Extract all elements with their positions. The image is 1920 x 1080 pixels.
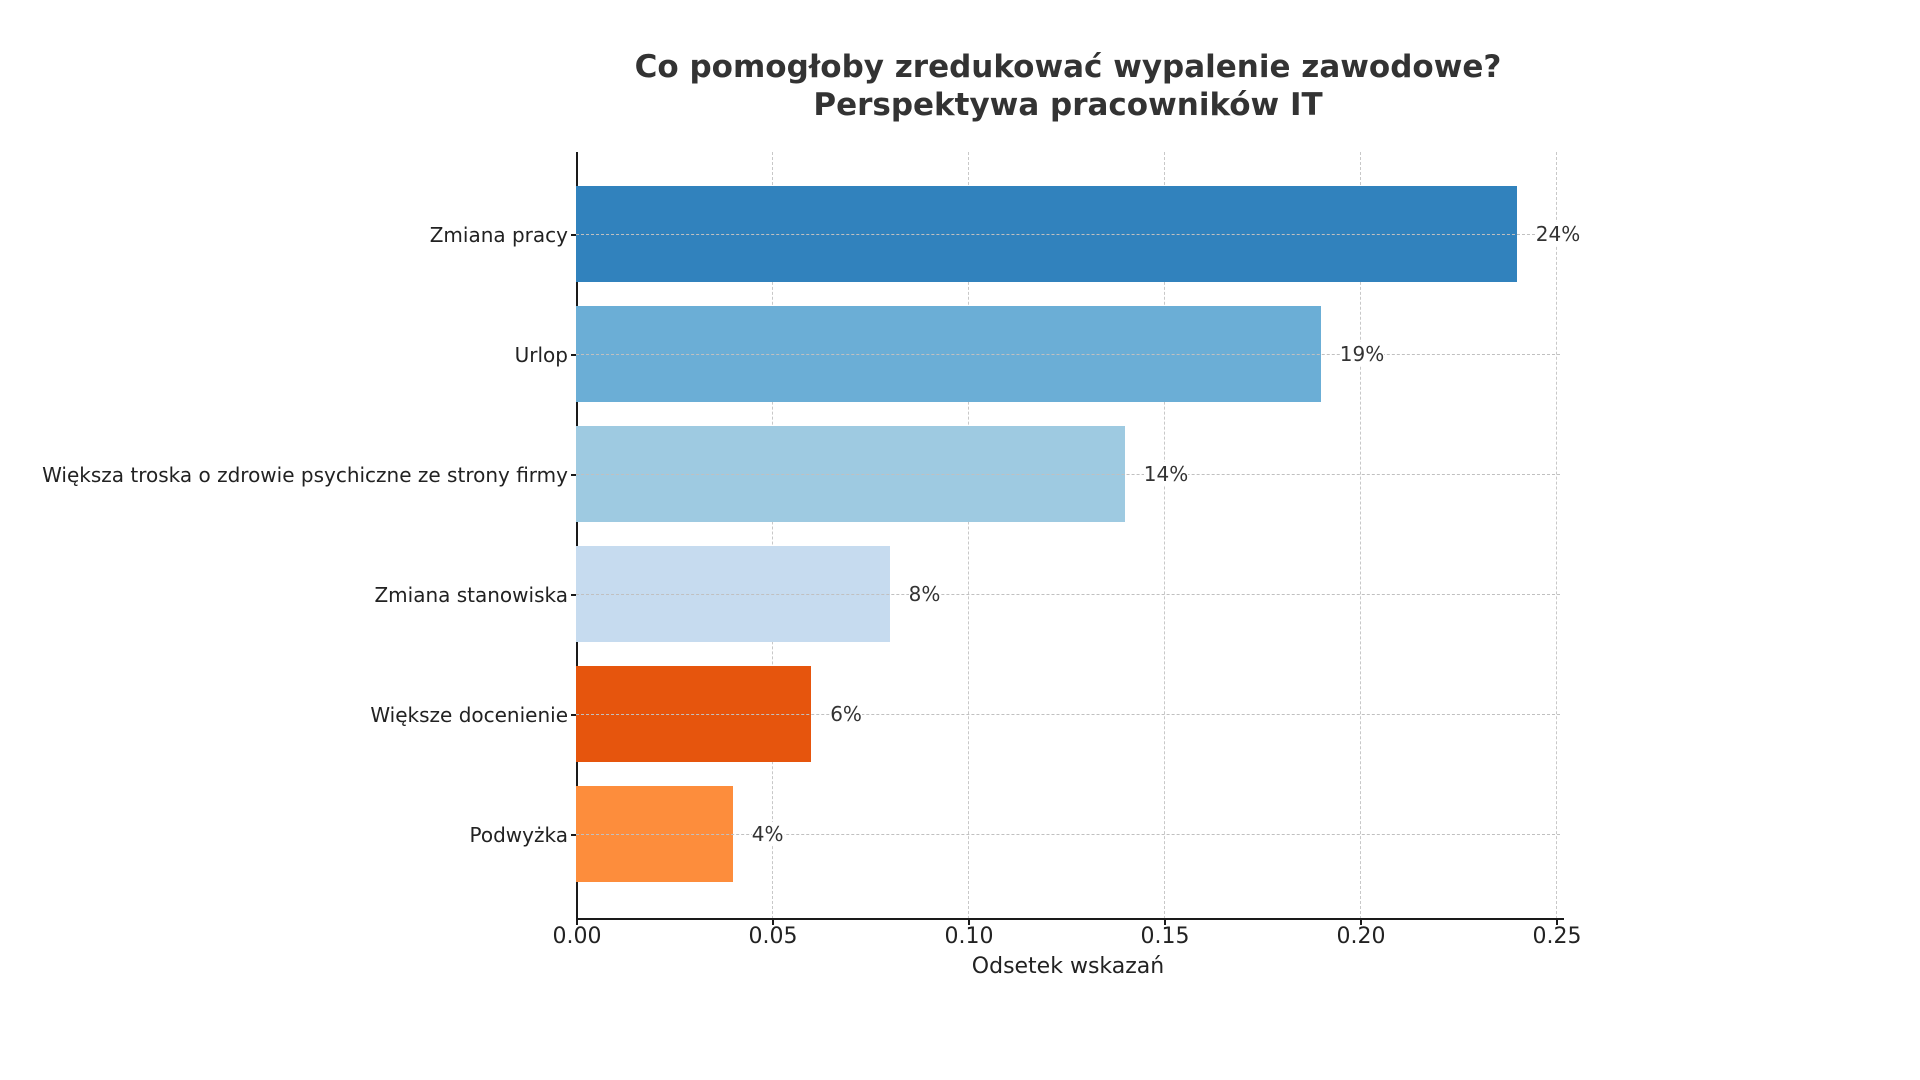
x-tick-label: 0.15 [1140,924,1190,949]
y-category-label: Większe docenienie [370,703,568,727]
y-gridline [576,474,1560,475]
y-axis-line [576,152,578,920]
bar-value-label: 14% [1143,462,1189,486]
y-tick-mark [571,354,577,356]
bar-value-label: 6% [830,702,862,726]
x-gridline [1164,152,1165,919]
x-tick-label: 0.05 [748,924,798,949]
x-tick-label: 0.00 [552,924,602,949]
chart-title: Co pomogłoby zredukować wypalenie zawodo… [576,48,1560,124]
y-category-label: Większa troska o zdrowie psychiczne ze s… [42,463,568,487]
x-tick-label: 0.25 [1532,924,1582,949]
y-tick-mark [571,834,577,836]
bar-value-label: 4% [751,822,784,846]
x-axis-line [576,918,1564,920]
x-tick-label: 0.10 [944,924,994,949]
y-gridline [576,594,1560,595]
bar-value-label: 19% [1339,342,1385,366]
y-gridline [576,834,1560,835]
y-gridline [576,234,1560,235]
y-category-label: Urlop [514,343,568,367]
chart-title-line-2: Perspektywa pracowników IT [813,87,1323,123]
bar-value-label: 24% [1535,222,1581,246]
plot-area: 24% 19% 14% 8% 6% 4% [576,152,1581,919]
x-tick-mark [576,919,578,925]
y-category-label: Podwyżka [469,823,568,847]
bar-value-label: 8% [908,582,941,606]
x-tick-mark [1164,919,1166,925]
y-gridline [576,354,1560,355]
y-tick-mark [571,234,577,236]
x-tick-mark [772,919,774,925]
x-gridline [968,152,969,919]
x-tick-mark [1360,919,1362,925]
y-tick-mark [571,594,577,596]
y-gridline [576,714,1560,715]
x-tick-mark [968,919,970,925]
x-gridline [1556,152,1557,919]
x-tick-label: 0.20 [1336,924,1386,949]
x-gridline [772,152,773,919]
y-category-label: Zmiana stanowiska [374,583,568,607]
x-axis-title: Odsetek wskazań [971,954,1165,979]
x-tick-mark [1556,919,1558,925]
x-gridline [1360,152,1361,919]
chart-title-line-1: Co pomogłoby zredukować wypalenie zawodo… [634,49,1502,85]
y-tick-mark [571,714,577,716]
y-category-label: Zmiana pracy [429,223,568,247]
y-tick-mark [571,474,577,476]
